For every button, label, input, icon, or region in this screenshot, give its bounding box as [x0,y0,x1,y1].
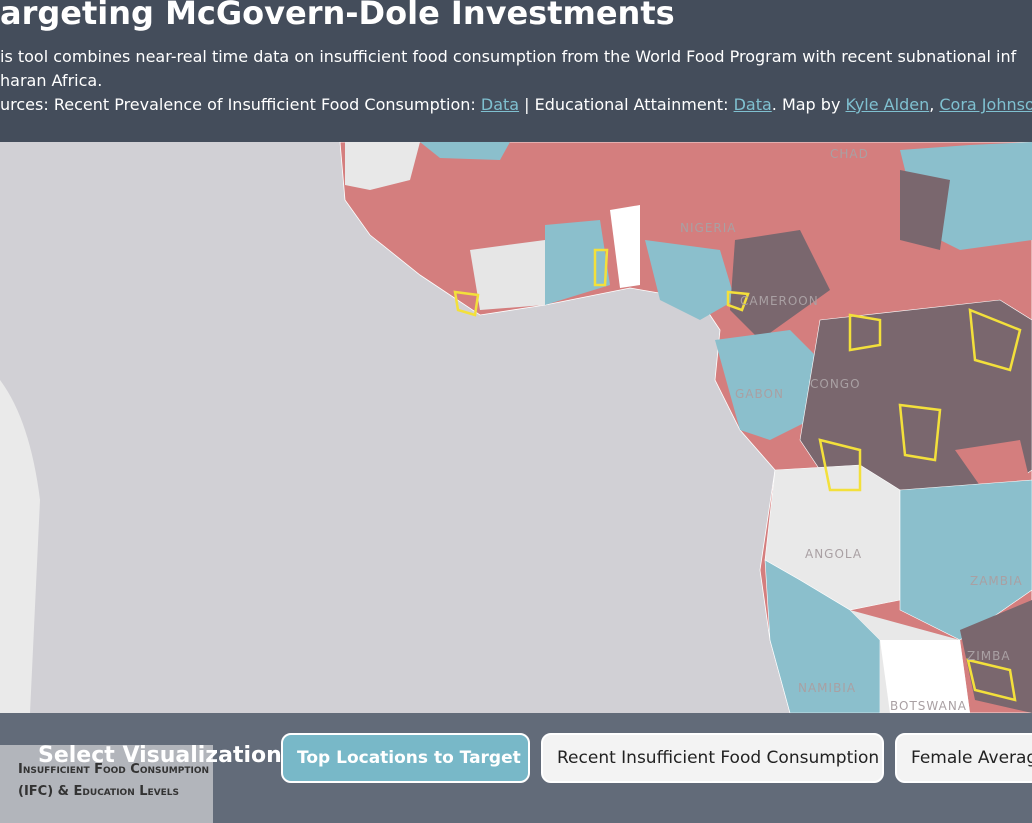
target-outline [453,248,1022,702]
land [0,380,40,713]
button[interactable]: Top Locations to Target [281,733,530,783]
region [715,330,820,440]
region [730,230,830,340]
button[interactable]: Recent Insufficient Food Consumption [541,733,884,783]
link[interactable]: Data [733,95,772,114]
country-label: BOTSWANA [890,699,967,713]
header: argeting McGovern-Dole Investments is to… [0,0,1032,142]
country-label: ANGOLA [805,547,862,561]
text: urces: Recent Prevalence of Insufficient… [0,95,481,114]
region [345,142,420,190]
text: . Map by [771,95,846,114]
link[interactable]: Data [480,95,520,114]
description: is tool combines near-real time data on … [0,47,1017,66]
region [880,640,970,713]
country-label: GABON [735,387,784,401]
description: haran Africa. [0,71,103,90]
text: | Educational Attainment: [519,95,734,114]
region [610,205,640,288]
button[interactable]: Female Average [895,733,1032,783]
region [420,142,510,160]
text: , [929,95,940,114]
region [470,240,545,310]
country-label: CONGO [810,377,861,391]
select-label: Select Visualization: [38,743,291,768]
region [960,600,1032,713]
country-label: ZAMBIA [970,574,1023,588]
legend: Insufficient Food Consumption (IFC) & Ed… [0,745,213,823]
country-label: CHAD [830,147,869,161]
legend-title: Insufficient Food Consumption (IFC) & Ed… [18,762,210,799]
title: argeting McGovern-Dole Investments [0,0,675,32]
link[interactable]: Cora Johnso [939,95,1032,114]
region [900,170,950,250]
country-label: NAMIBIA [798,681,856,695]
country-label: CAMEROON [740,294,819,308]
link[interactable]: Kyle Alden [845,95,930,114]
sources: urces: Recent Prevalence of Insufficient… [0,95,1032,114]
region [645,240,735,320]
country-label: NIGERIA [680,221,736,235]
country-label: ZIMBA [967,649,1011,663]
